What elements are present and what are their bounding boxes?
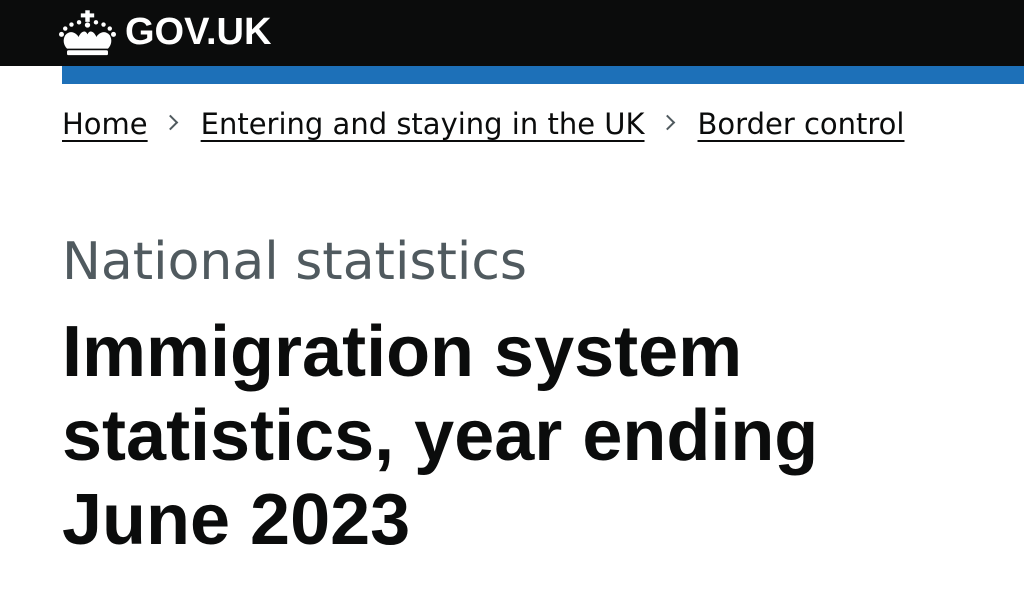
page-title-line-3: June 2023 [62,480,411,560]
govuk-masthead: GOV.UK [0,0,1024,66]
header-blue-stripe [62,66,1024,84]
breadcrumb-link-entering-and-staying-in-the-uk[interactable]: Entering and staying in the UK [200,107,645,141]
chevron-right-icon [162,114,178,130]
chevron-right-icon [659,114,675,130]
govuk-logotype: GOV.UK [125,10,272,53]
crown-icon [59,10,116,56]
page-content: Home Entering and staying in the UK Bord… [0,106,1024,562]
breadcrumb: Home Entering and staying in the UK Bord… [62,106,984,142]
page-title: Immigration system statistics, year endi… [62,310,984,562]
main-content: National statistics Immigration system s… [62,232,984,562]
page-title-line-2: statistics, year ending [62,396,819,476]
govuk-logo-link[interactable]: GOV.UK [59,10,271,56]
page-title-line-1: Immigration system [62,312,743,392]
breadcrumb-link-home[interactable]: Home [62,107,148,141]
content-type-caption: National statistics [62,232,528,292]
breadcrumb-link-border-control[interactable]: Border control [697,107,905,141]
